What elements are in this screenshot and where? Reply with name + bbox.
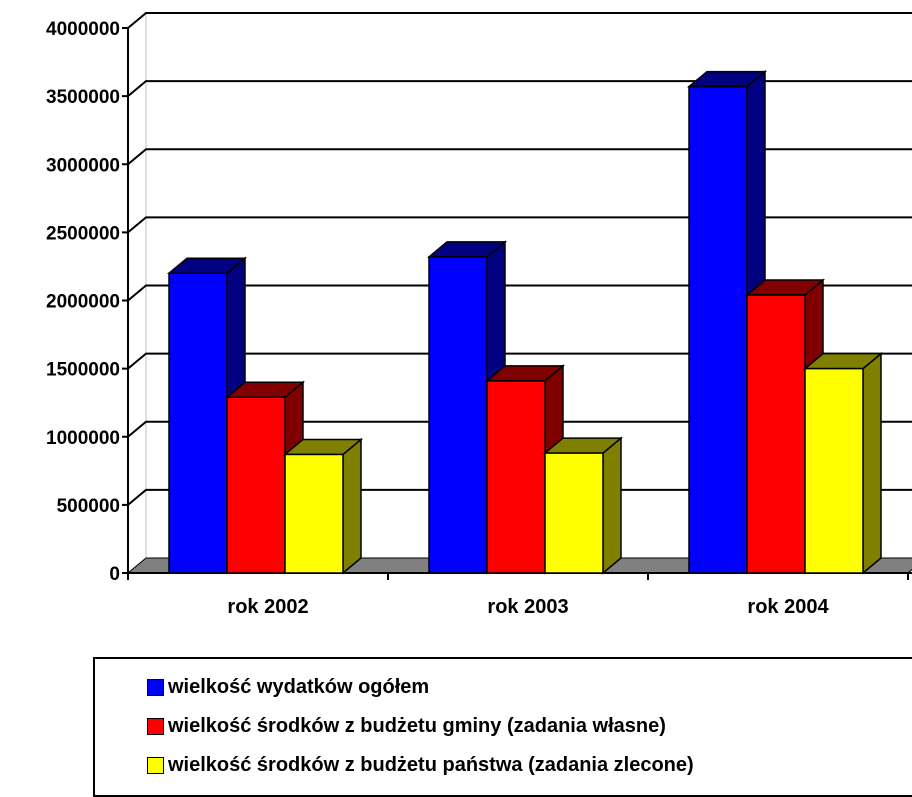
bar-front — [804, 367, 864, 574]
gridline — [127, 148, 912, 166]
legend-item-2: wielkość środków z budżetu gminy (zadani… — [147, 714, 666, 738]
bar — [542, 436, 624, 575]
x-axis: rok 2002 rok 2003 rok 2004 — [127, 572, 912, 618]
gridline — [127, 12, 912, 29]
y-axis: 0 500000 1000000 1500000 2000000 2500000 30000… — [46, 19, 129, 585]
y-tick-label: 2000000 — [46, 292, 120, 313]
legend-label-1: wielkość wydatków ogółem — [168, 675, 430, 698]
gridline — [127, 216, 912, 234]
y-tick-label: 0 — [109, 564, 120, 585]
legend-item-1: wielkość wydatków ogółem — [147, 675, 429, 699]
gridline — [127, 80, 912, 97]
y-tick-label: 3000000 — [46, 155, 120, 176]
gridline — [127, 352, 912, 370]
gridline — [127, 488, 912, 506]
bar-front — [168, 272, 228, 574]
legend-item-3: wielkość środków z budżetu państwa (zada… — [147, 753, 694, 777]
x-tick-label: rok 2004 — [747, 596, 829, 618]
bar-front — [688, 85, 748, 574]
bar — [484, 364, 566, 575]
y-tick-label: 1000000 — [46, 428, 120, 449]
bar — [282, 437, 364, 575]
y-tick-label: 2500000 — [46, 223, 120, 244]
gridline — [127, 420, 912, 438]
legend: wielkość wydatków ogółem wielkość środkó… — [93, 657, 912, 797]
bar — [802, 352, 884, 575]
y-tick-label: 4000000 — [46, 19, 120, 40]
bar — [426, 240, 508, 575]
y-tick-label: 1500000 — [46, 360, 120, 381]
legend-label-3: wielkość środków z budżetu państwa (zada… — [168, 753, 694, 776]
x-tick-label: rok 2003 — [487, 596, 568, 618]
legend-swatch-1 — [147, 678, 164, 696]
bar-side — [342, 437, 362, 575]
gridline — [127, 284, 912, 302]
x-tick-label: rok 2002 — [227, 596, 308, 618]
bar-front — [428, 256, 488, 574]
bar-side — [602, 436, 622, 575]
bar-side — [862, 352, 882, 575]
bar-front — [544, 452, 604, 574]
legend-label-2: wielkość środków z budżetu gminy (zadani… — [168, 714, 666, 737]
legend-swatch-2 — [147, 717, 164, 735]
bar-front — [486, 380, 546, 574]
legend-swatch-3 — [147, 756, 164, 774]
y-tick-label: 500000 — [57, 496, 120, 517]
bars — [166, 69, 884, 575]
bar-front — [284, 453, 344, 574]
gridlines — [127, 12, 912, 506]
y-tick-label: 3500000 — [46, 87, 120, 108]
bar-front — [746, 294, 806, 574]
bar-front — [226, 396, 286, 574]
